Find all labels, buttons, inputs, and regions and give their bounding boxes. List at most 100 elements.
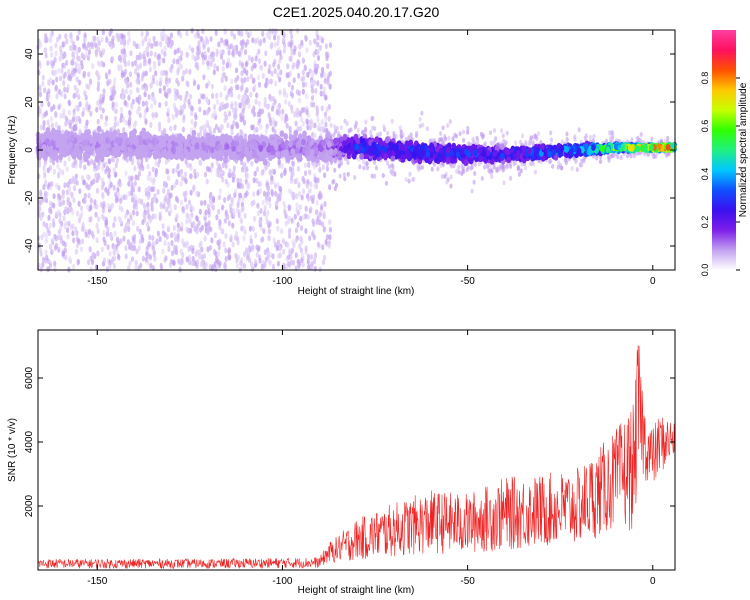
spectrogram-cell (129, 50, 133, 57)
spectrogram-cell (54, 121, 59, 128)
spectrogram-cell (235, 48, 239, 55)
spectrogram-cell (242, 235, 246, 242)
spectrogram-cell (146, 43, 150, 50)
spectrogram-cell (54, 235, 59, 242)
spectrogram-cell (45, 232, 49, 239)
spectrogram-cell (120, 39, 124, 46)
spectrogram-cell (191, 53, 195, 60)
spectrogram-cell (462, 169, 466, 175)
spectrogram-cell (209, 226, 213, 233)
spectrogram-cell (77, 63, 81, 70)
spectrogram-cell (123, 57, 127, 64)
spectrogram-cell (145, 221, 149, 228)
spectrogram-cell (88, 216, 92, 223)
spectrogram-cell (46, 60, 50, 67)
spectrogram-cell (153, 51, 157, 58)
spectrogram-cell (189, 173, 193, 180)
spectrogram-cell (509, 175, 513, 181)
spectrogram-cell (139, 262, 143, 269)
spectrogram-cell (203, 199, 207, 206)
spectrogram-cell (388, 164, 392, 170)
spectrogram-cell (241, 79, 245, 85)
spectrogram-cell (43, 87, 47, 94)
spectrogram-cell (47, 88, 51, 95)
spectrogram-cell (187, 199, 192, 206)
spectrogram-cell (457, 164, 461, 170)
spectrogram-cell (182, 117, 186, 124)
spectrogram-cell (46, 266, 51, 273)
spectrogram-cell (169, 66, 173, 73)
spectrogram-cell (268, 34, 272, 41)
spectrogram-cell (280, 228, 284, 235)
spectrogram-cell (254, 98, 258, 105)
spectrogram-cell (78, 79, 82, 86)
spectrogram-cell (134, 264, 138, 271)
spectrogram-cell (196, 171, 200, 178)
spectrogram-cell (240, 166, 244, 173)
spectrogram-cell (42, 221, 46, 227)
spectrogram-cell (320, 205, 324, 212)
spectrogram-cell (50, 237, 55, 244)
spectrogram-cell (418, 165, 422, 171)
spectrogram-cell (300, 116, 304, 123)
spectrogram-cell (183, 196, 188, 203)
spectrogram-cell (198, 248, 202, 255)
spectrogram-cell (313, 67, 317, 74)
spectrogram-cell (316, 80, 320, 87)
spectrogram-cell (269, 169, 273, 176)
spectrogram-cell (144, 187, 148, 194)
spectrogram-cell (143, 56, 147, 63)
spectrogram-cell (109, 95, 113, 102)
spectrogram-cell (176, 68, 180, 75)
spectrogram-cell (180, 259, 184, 266)
spectrogram-cell (221, 65, 225, 72)
spectrogram-cell (67, 109, 71, 116)
spectrogram-cell (311, 218, 315, 225)
spectrogram-cell (51, 122, 55, 129)
spectrogram-cell (114, 197, 118, 204)
spectrogram-cell (390, 118, 394, 124)
spectrogram-cell (280, 163, 284, 170)
spectrogram-cell (109, 204, 113, 211)
spectrogram-cell (210, 51, 214, 58)
spectrogram-cell (301, 57, 305, 64)
spectrogram-cell (71, 50, 75, 57)
spectrogram-cell (112, 184, 116, 191)
spectrogram-cell (176, 232, 180, 239)
spectrogram-cell (201, 93, 205, 100)
spectrogram-cell (42, 165, 46, 172)
spectrogram-cell (85, 119, 89, 126)
spectrogram-cell (223, 85, 227, 92)
spectrogram-cell (131, 98, 135, 105)
spectrogram-cell (249, 238, 253, 245)
spectrogram-cell (147, 94, 151, 100)
spectrogram-cell (273, 169, 277, 175)
spectrogram-cell (249, 261, 254, 268)
spectrogram-cell (374, 165, 378, 171)
spectrogram-cell (283, 208, 287, 215)
spectrogram-cell (237, 197, 241, 204)
spectrogram-cell (389, 169, 393, 175)
spectrogram-cell (311, 131, 315, 138)
spectrogram-cell (83, 36, 87, 43)
spectrogram-cell (297, 97, 302, 104)
spectrogram-cell (149, 50, 153, 57)
spectrogram-cell (205, 98, 209, 105)
spectrogram-cell (273, 34, 277, 41)
spectrogram-cell (284, 98, 288, 105)
spectrogram-cell (205, 178, 209, 185)
spectrogram-cell (256, 74, 261, 81)
spectrogram-cell (109, 233, 114, 239)
spectrogram-cell (214, 123, 219, 130)
spectrogram-cell (267, 228, 271, 235)
spectrogram-cell (226, 122, 230, 129)
spectrogram-cell (293, 111, 297, 118)
spectrogram-cell (323, 201, 327, 207)
spectrogram-cell (283, 167, 287, 174)
spectrogram-cell (310, 79, 314, 86)
spectrogram-cell (163, 91, 167, 98)
spectrogram-cell (154, 111, 158, 118)
spectrogram-cell (275, 49, 279, 56)
spectrogram-cell (47, 181, 52, 188)
spectrogram-cell (223, 28, 227, 35)
